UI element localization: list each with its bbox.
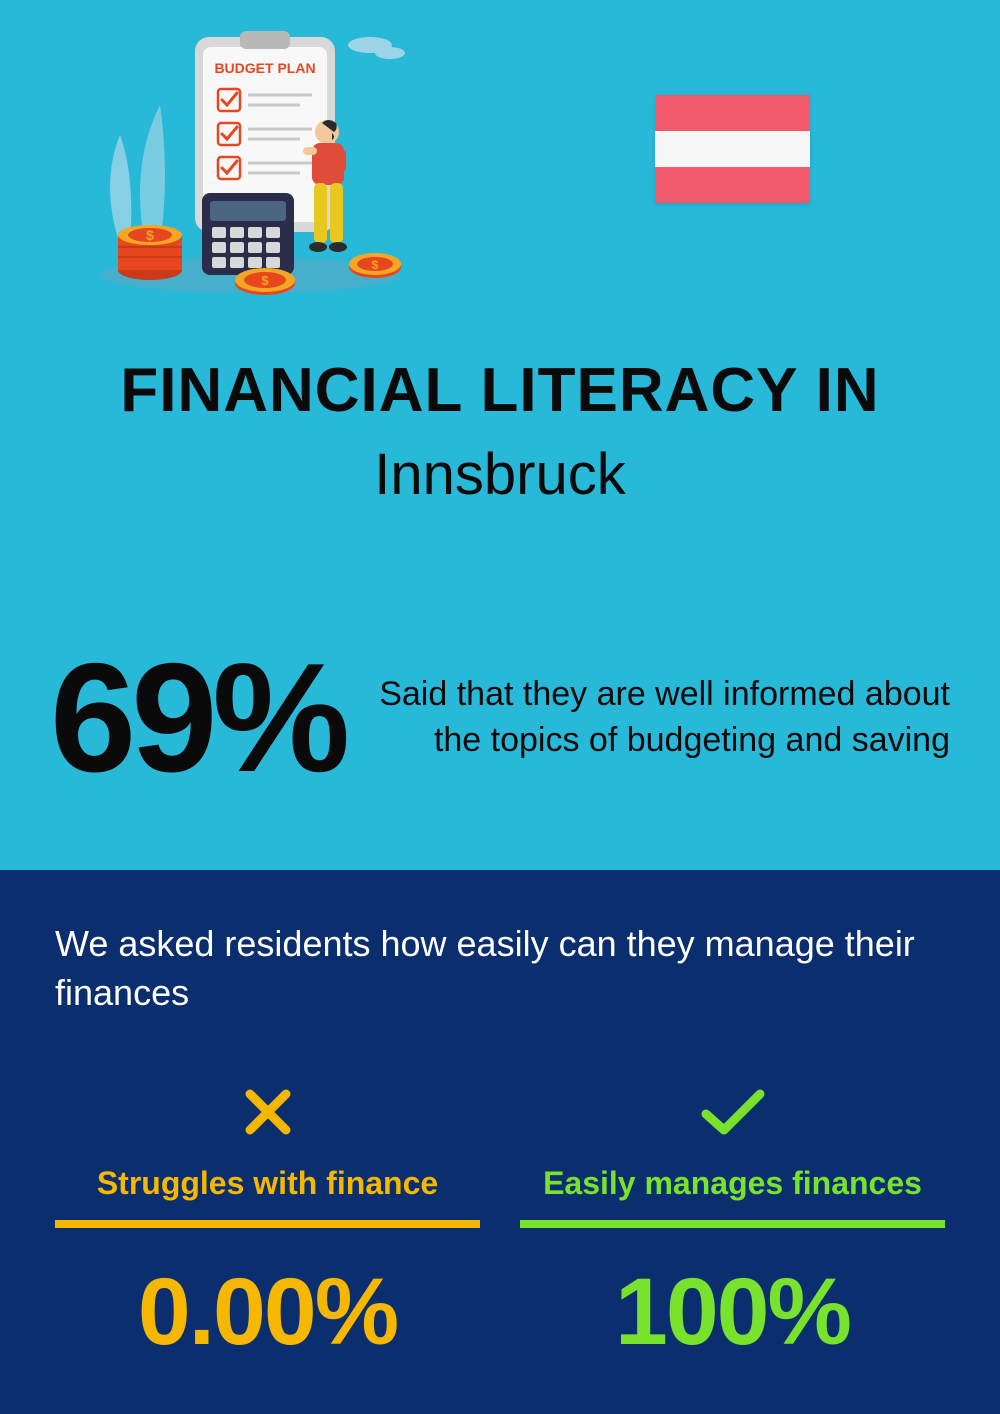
main-stat-description: Said that they are well informed about t… xyxy=(375,672,950,764)
svg-text:$: $ xyxy=(146,227,154,243)
right-value: 100% xyxy=(520,1258,945,1367)
x-icon xyxy=(55,1077,480,1147)
survey-col-right: Easily manages finances 100% xyxy=(520,1077,945,1367)
left-label: Struggles with finance xyxy=(55,1165,480,1202)
left-value: 0.00% xyxy=(55,1258,480,1367)
right-divider xyxy=(520,1220,945,1228)
flag-stripe-bot xyxy=(655,167,810,203)
title-line2: Innsbruck xyxy=(0,441,1000,508)
left-divider xyxy=(55,1220,480,1228)
survey-columns: Struggles with finance 0.00% Easily mana… xyxy=(55,1077,945,1367)
flag-stripe-mid xyxy=(655,131,810,167)
main-stat-value: 69% xyxy=(50,640,345,795)
main-stat-row: 69% Said that they are well informed abo… xyxy=(50,640,950,795)
flag-stripe-top xyxy=(655,95,810,131)
svg-text:$: $ xyxy=(261,273,269,288)
right-label: Easily manages finances xyxy=(520,1165,945,1202)
budget-illustration: BUDGET PLAN xyxy=(90,25,410,295)
title-block: FINANCIAL LITERACY IN Innsbruck xyxy=(0,355,1000,508)
bottom-section: We asked residents how easily can they m… xyxy=(0,870,1000,1414)
survey-col-left: Struggles with finance 0.00% xyxy=(55,1077,480,1367)
check-icon xyxy=(520,1077,945,1147)
title-line1: FINANCIAL LITERACY IN xyxy=(0,355,1000,426)
svg-text:$: $ xyxy=(372,258,379,272)
top-section: BUDGET PLAN xyxy=(0,0,1000,870)
austria-flag xyxy=(655,95,810,203)
svg-text:BUDGET PLAN: BUDGET PLAN xyxy=(214,60,315,76)
survey-question: We asked residents how easily can they m… xyxy=(55,920,945,1017)
